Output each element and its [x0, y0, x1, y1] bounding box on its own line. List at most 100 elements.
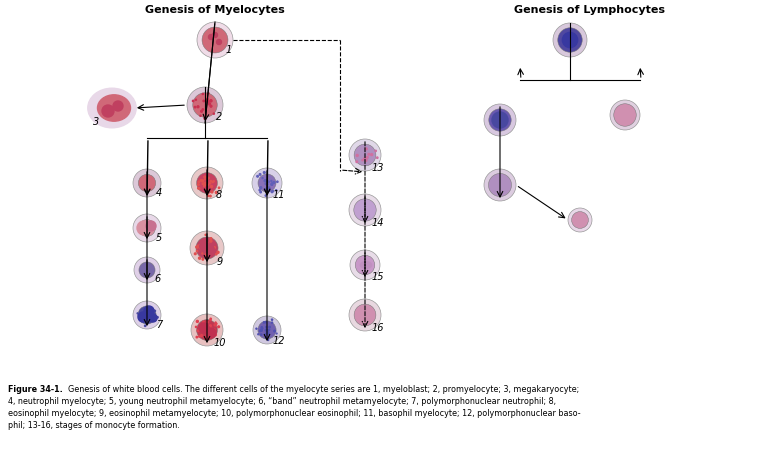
Circle shape [202, 258, 204, 260]
Circle shape [139, 262, 155, 278]
Text: 3: 3 [93, 117, 99, 127]
Text: 15: 15 [372, 272, 384, 282]
Circle shape [260, 330, 261, 332]
Circle shape [213, 32, 217, 37]
Text: 11: 11 [273, 190, 285, 200]
Circle shape [207, 244, 208, 246]
Circle shape [258, 321, 276, 339]
Circle shape [146, 314, 147, 315]
Circle shape [210, 100, 212, 102]
Circle shape [113, 101, 123, 111]
Text: Genesis of Lymphocytes: Genesis of Lymphocytes [515, 5, 666, 15]
Circle shape [260, 334, 262, 335]
Circle shape [261, 327, 263, 328]
Ellipse shape [200, 243, 214, 253]
Circle shape [271, 183, 273, 184]
Circle shape [264, 180, 266, 182]
Circle shape [207, 195, 209, 197]
Circle shape [199, 257, 200, 259]
Circle shape [138, 306, 156, 324]
Circle shape [356, 255, 375, 275]
Circle shape [197, 22, 233, 58]
Circle shape [197, 250, 198, 252]
Circle shape [259, 189, 260, 191]
Circle shape [210, 186, 213, 187]
Circle shape [149, 315, 151, 317]
Circle shape [271, 319, 273, 320]
Circle shape [265, 329, 267, 331]
Text: 2: 2 [216, 112, 222, 122]
Circle shape [215, 322, 216, 323]
Circle shape [273, 330, 276, 332]
Circle shape [210, 325, 211, 327]
Circle shape [204, 176, 206, 178]
Circle shape [134, 257, 160, 283]
Circle shape [376, 157, 378, 158]
Circle shape [271, 183, 273, 185]
Circle shape [200, 246, 201, 248]
Circle shape [204, 184, 207, 186]
Circle shape [614, 104, 636, 126]
Circle shape [266, 187, 268, 188]
Circle shape [210, 319, 211, 321]
Circle shape [354, 144, 376, 166]
Circle shape [137, 221, 151, 235]
Circle shape [145, 313, 147, 314]
Circle shape [138, 314, 140, 316]
Circle shape [272, 322, 273, 323]
Circle shape [216, 323, 217, 324]
Circle shape [198, 187, 200, 189]
Circle shape [207, 245, 209, 246]
Circle shape [265, 322, 266, 323]
Circle shape [197, 319, 217, 340]
Circle shape [197, 184, 199, 186]
Circle shape [362, 159, 363, 161]
Circle shape [197, 172, 217, 193]
Circle shape [366, 158, 367, 159]
Circle shape [199, 245, 200, 246]
Circle shape [198, 330, 199, 331]
Ellipse shape [98, 95, 131, 121]
Circle shape [190, 231, 224, 265]
Circle shape [252, 168, 282, 198]
Circle shape [144, 318, 145, 319]
Circle shape [202, 183, 204, 184]
Circle shape [366, 148, 367, 150]
Circle shape [264, 180, 266, 182]
Circle shape [199, 323, 209, 333]
Circle shape [365, 160, 367, 162]
Circle shape [266, 332, 268, 333]
Circle shape [210, 181, 211, 182]
Circle shape [197, 245, 199, 247]
Circle shape [553, 23, 587, 57]
Circle shape [488, 109, 511, 131]
Circle shape [271, 184, 273, 185]
Circle shape [214, 247, 216, 248]
Circle shape [204, 245, 205, 246]
Circle shape [208, 177, 209, 179]
Circle shape [217, 40, 221, 45]
Circle shape [148, 309, 149, 310]
Circle shape [261, 328, 263, 329]
Circle shape [276, 333, 277, 334]
Circle shape [269, 187, 270, 188]
Circle shape [266, 184, 268, 185]
Circle shape [350, 250, 380, 280]
Circle shape [368, 153, 369, 155]
Circle shape [356, 161, 358, 162]
Circle shape [193, 93, 217, 117]
Circle shape [263, 322, 265, 323]
Text: Genesis of Myelocytes: Genesis of Myelocytes [145, 5, 285, 15]
Circle shape [256, 328, 257, 329]
Text: 13: 13 [372, 163, 384, 173]
Circle shape [260, 329, 262, 331]
Circle shape [195, 326, 197, 328]
Circle shape [200, 115, 201, 116]
Circle shape [157, 317, 158, 318]
Circle shape [267, 330, 269, 332]
Circle shape [265, 195, 266, 196]
Circle shape [375, 150, 376, 152]
Text: 14: 14 [372, 218, 384, 228]
Circle shape [148, 315, 150, 317]
Circle shape [202, 248, 203, 250]
